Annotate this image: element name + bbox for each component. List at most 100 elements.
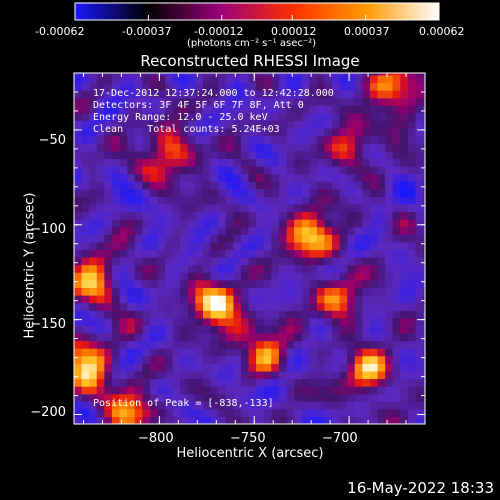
heatmap-cell: [294, 287, 302, 295]
heatmap-cell: [211, 174, 219, 182]
heatmap-cell: [104, 174, 112, 182]
heatmap-cell: [332, 356, 340, 364]
heatmap-cell: [393, 98, 401, 106]
heatmap-cell: [150, 143, 158, 151]
heatmap-cell: [279, 272, 287, 280]
colorbar-tick-label: -0.00062: [35, 25, 84, 38]
heatmap-cell: [355, 227, 363, 235]
heatmap-cell: [370, 158, 378, 166]
heatmap-cell: [332, 303, 340, 311]
heatmap-cell: [97, 196, 105, 204]
heatmap-cell: [203, 280, 211, 288]
heatmap-cell: [120, 295, 128, 303]
heatmap-cell: [211, 75, 219, 83]
heatmap-cell: [241, 287, 249, 295]
heatmap-cell: [287, 234, 295, 242]
heatmap-cell: [135, 371, 143, 379]
heatmap-cell: [355, 379, 363, 387]
heatmap-cell: [309, 219, 317, 227]
heatmap-cell: [378, 83, 386, 91]
heatmap-cell: [104, 227, 112, 235]
heatmap-cell: [340, 363, 348, 371]
heatmap-cell: [324, 249, 332, 257]
heatmap-cell: [150, 416, 158, 424]
heatmap-cell: [302, 136, 310, 144]
heatmap-cell: [408, 280, 416, 288]
heatmap-cell: [158, 158, 166, 166]
heatmap-cell: [112, 189, 120, 197]
heatmap-cell: [211, 136, 219, 144]
heatmap-cell: [135, 181, 143, 189]
heatmap-cell: [173, 174, 181, 182]
x-tick-label: −800: [138, 431, 174, 446]
heatmap-cell: [340, 371, 348, 379]
heatmap-cell: [82, 98, 90, 106]
heatmap-cell: [385, 83, 393, 91]
heatmap-cell: [226, 287, 234, 295]
heatmap-cell: [324, 363, 332, 371]
heatmap-cell: [294, 416, 302, 424]
heatmap-cell: [378, 257, 386, 265]
heatmap-cell: [165, 409, 173, 417]
heatmap-cell: [74, 303, 82, 311]
heatmap-cell: [89, 363, 97, 371]
heatmap-cell: [294, 249, 302, 257]
heatmap-cell: [294, 348, 302, 356]
heatmap-cell: [158, 189, 166, 197]
heatmap-cell: [158, 356, 166, 364]
heatmap-cell: [74, 310, 82, 318]
heatmap-cell: [279, 212, 287, 220]
heatmap-cell: [317, 287, 325, 295]
heatmap-cell: [423, 75, 431, 83]
heatmap-cell: [287, 386, 295, 394]
heatmap-cell: [400, 295, 408, 303]
heatmap-cell: [104, 379, 112, 387]
heatmap-cell: [340, 166, 348, 174]
heatmap-cell: [302, 120, 310, 128]
heatmap-cell: [340, 75, 348, 83]
heatmap-cell: [347, 272, 355, 280]
heatmap-cell: [294, 174, 302, 182]
heatmap-cell: [127, 219, 135, 227]
heatmap-cell: [309, 409, 317, 417]
heatmap-cell: [324, 341, 332, 349]
heatmap-cell: [393, 136, 401, 144]
heatmap-cell: [195, 287, 203, 295]
heatmap-cell: [294, 295, 302, 303]
heatmap-cell: [332, 113, 340, 121]
heatmap-cell: [309, 318, 317, 326]
heatmap-cell: [226, 416, 234, 424]
heatmap-cell: [218, 242, 226, 250]
heatmap-cell: [347, 333, 355, 341]
heatmap-cell: [347, 204, 355, 212]
colorbar-tick-label: -0.00012: [194, 25, 243, 38]
heatmap-cell: [378, 272, 386, 280]
heatmap-cell: [423, 227, 431, 235]
heatmap-cell: [385, 234, 393, 242]
heatmap-cell: [294, 379, 302, 387]
heatmap-cell: [287, 158, 295, 166]
heatmap-cell: [423, 120, 431, 128]
heatmap-cell: [256, 227, 264, 235]
heatmap-cell: [165, 227, 173, 235]
heatmap-cell: [317, 113, 325, 121]
heatmap-cell: [211, 265, 219, 273]
heatmap-cell: [142, 295, 150, 303]
heatmap-cell: [393, 401, 401, 409]
heatmap-cell: [82, 227, 90, 235]
heatmap-cell: [355, 98, 363, 106]
heatmap-cell: [309, 105, 317, 113]
heatmap-cell: [416, 325, 424, 333]
heatmap-cell: [324, 409, 332, 417]
heatmap-cell: [173, 212, 181, 220]
heatmap-cell: [416, 90, 424, 98]
heatmap-cell: [393, 416, 401, 424]
heatmap-cell: [82, 158, 90, 166]
heatmap-cell: [393, 379, 401, 387]
heatmap-cell: [173, 386, 181, 394]
heatmap-cell: [317, 120, 325, 128]
heatmap-cell: [271, 409, 279, 417]
heatmap-cell: [241, 196, 249, 204]
heatmap-cell: [74, 287, 82, 295]
heatmap-cell: [180, 287, 188, 295]
